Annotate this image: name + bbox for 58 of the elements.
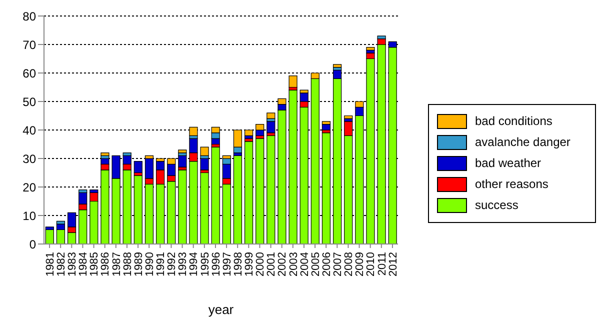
x-tick-label: 2012	[387, 252, 400, 276]
x-tick-label: 2010	[365, 252, 378, 276]
legend-label: other reasons	[474, 176, 550, 193]
x-tick-label: 1981	[44, 252, 56, 276]
bar	[366, 47, 375, 50]
x-tick-label: 1984	[78, 252, 90, 276]
x-tick-label: 1987	[110, 252, 123, 276]
x-tick-label: 1986	[100, 252, 112, 276]
x-tick-label: 1999	[244, 252, 256, 276]
bar	[288, 76, 298, 88]
x-tick-label: 2008	[343, 252, 356, 276]
y-tick-label: 10	[22, 208, 36, 223]
x-tick-label: 2009	[354, 252, 366, 276]
y-tick-label: 40	[22, 123, 36, 138]
bar	[45, 229, 54, 244]
x-tick-label: 2000	[254, 252, 267, 276]
x-tick-label: 1988	[122, 252, 134, 276]
bar	[266, 112, 276, 119]
x-tick-label: 2007	[332, 252, 344, 276]
x-tick-label: 1994	[188, 252, 200, 276]
x-tick-label: 2004	[298, 252, 311, 276]
x-tick-label: 2005	[310, 252, 322, 276]
bar	[200, 146, 209, 156]
bar	[134, 161, 142, 174]
bar	[200, 158, 209, 170]
x-tick-label: 1989	[132, 252, 145, 276]
x-tick-label: 1996	[210, 252, 222, 276]
x-tick-label: 1991	[155, 252, 168, 276]
y-tick-label: 80	[22, 9, 36, 24]
x-tick-label: 1995	[199, 252, 212, 276]
bar	[100, 152, 110, 156]
y-tick-label: 30	[22, 152, 36, 166]
bar	[178, 150, 187, 154]
x-tick-label: 2011	[376, 252, 388, 276]
x-tick-label: 2002	[276, 252, 289, 276]
legend-label: success	[474, 197, 520, 214]
y-tick-label: 60	[22, 66, 36, 80]
legend-label: bad weather	[474, 155, 542, 172]
x-tick-label: 2003	[288, 252, 300, 276]
legend-label: avalanche danger	[474, 134, 572, 151]
x-tick-label: 1990	[144, 252, 156, 276]
y-tick-label: 50	[22, 94, 36, 109]
x-tick-label: 1993	[177, 252, 190, 276]
bar	[344, 115, 353, 119]
x-tick-label: 2006	[320, 252, 333, 276]
x-tick-label: 1992	[166, 252, 178, 276]
y-tick-label: 0	[29, 237, 36, 252]
legend-label: bad conditions	[474, 113, 554, 130]
x-tick-label: 1985	[88, 252, 101, 276]
x-tick-label: 1997	[221, 252, 234, 276]
x-axis-title: year	[208, 302, 234, 317]
bar	[332, 64, 342, 68]
x-tick-label: 1983	[66, 252, 79, 276]
x-tick-label: 2001	[266, 252, 278, 276]
y-tick-label: 70	[22, 38, 36, 52]
x-tick-label: 1982	[55, 252, 68, 276]
x-tick-label: 1998	[232, 252, 244, 276]
y-tick-label: 20	[22, 180, 36, 194]
